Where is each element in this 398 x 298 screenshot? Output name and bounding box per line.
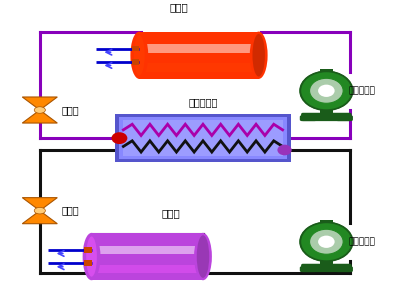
FancyBboxPatch shape — [115, 114, 291, 162]
Ellipse shape — [250, 32, 267, 79]
Ellipse shape — [131, 32, 148, 79]
FancyBboxPatch shape — [139, 44, 259, 53]
FancyBboxPatch shape — [123, 120, 283, 156]
Ellipse shape — [83, 233, 100, 280]
Circle shape — [318, 85, 335, 97]
Polygon shape — [22, 110, 57, 123]
FancyBboxPatch shape — [84, 260, 92, 266]
Polygon shape — [22, 97, 57, 110]
FancyBboxPatch shape — [320, 257, 333, 264]
FancyBboxPatch shape — [92, 265, 203, 273]
Polygon shape — [22, 198, 57, 211]
Text: 低温压缩机: 低温压缩机 — [348, 237, 375, 246]
Circle shape — [300, 223, 352, 261]
Circle shape — [299, 71, 353, 111]
FancyBboxPatch shape — [336, 266, 353, 272]
Polygon shape — [22, 211, 57, 224]
FancyBboxPatch shape — [132, 59, 139, 65]
FancyBboxPatch shape — [119, 117, 287, 159]
Circle shape — [300, 72, 352, 110]
Circle shape — [111, 132, 127, 144]
Ellipse shape — [194, 233, 212, 280]
Circle shape — [299, 221, 353, 262]
Text: 冷媒蒸发器: 冷媒蒸发器 — [188, 97, 218, 107]
Ellipse shape — [197, 235, 209, 278]
FancyBboxPatch shape — [336, 115, 353, 121]
FancyBboxPatch shape — [139, 63, 259, 72]
Text: 节流阀: 节流阀 — [62, 206, 79, 216]
FancyBboxPatch shape — [320, 106, 333, 113]
FancyBboxPatch shape — [84, 247, 92, 253]
FancyBboxPatch shape — [92, 246, 203, 254]
Ellipse shape — [34, 207, 45, 214]
Circle shape — [320, 237, 329, 244]
Text: 节流阀: 节流阀 — [62, 105, 79, 115]
FancyBboxPatch shape — [300, 266, 317, 272]
FancyBboxPatch shape — [320, 220, 333, 226]
FancyBboxPatch shape — [139, 32, 259, 79]
Circle shape — [318, 236, 335, 248]
Circle shape — [277, 145, 292, 155]
Text: 冷凝器: 冷凝器 — [170, 2, 189, 12]
FancyBboxPatch shape — [132, 46, 139, 52]
FancyBboxPatch shape — [301, 264, 352, 272]
Circle shape — [320, 86, 329, 93]
Ellipse shape — [134, 35, 144, 75]
Circle shape — [310, 78, 343, 103]
Ellipse shape — [252, 34, 265, 77]
Ellipse shape — [86, 236, 97, 277]
Ellipse shape — [34, 107, 45, 113]
FancyBboxPatch shape — [92, 233, 203, 280]
FancyBboxPatch shape — [320, 69, 333, 75]
Text: 蒸发器: 蒸发器 — [162, 208, 181, 218]
FancyBboxPatch shape — [300, 115, 317, 121]
FancyBboxPatch shape — [301, 113, 352, 121]
Circle shape — [310, 229, 343, 254]
Text: 高温压缩机: 高温压缩机 — [348, 86, 375, 95]
